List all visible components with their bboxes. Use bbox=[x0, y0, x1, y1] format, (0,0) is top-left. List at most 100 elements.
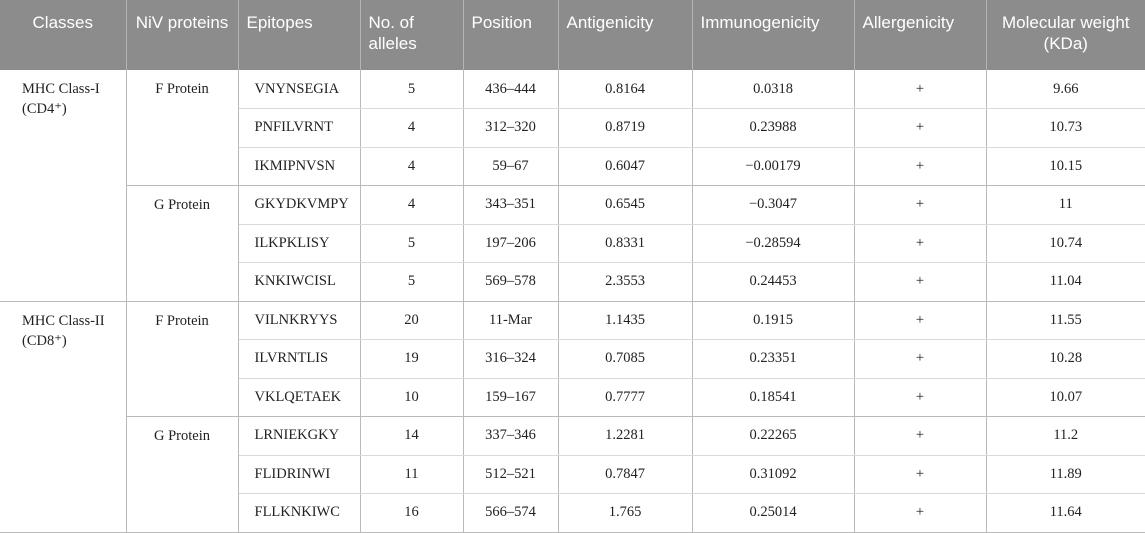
alleles-cell: 11 bbox=[360, 455, 464, 494]
allergenicity-cell: + bbox=[854, 70, 987, 109]
position-cell: 566–574 bbox=[463, 493, 559, 533]
immunogenicity-cell: 0.25014 bbox=[692, 493, 855, 533]
allergenicity-cell: + bbox=[854, 416, 987, 456]
position-cell: 512–521 bbox=[463, 455, 559, 494]
molecular-weight-cell: 10.28 bbox=[986, 339, 1145, 379]
allergenicity-cell: + bbox=[854, 301, 987, 340]
allergenicity-cell: + bbox=[854, 339, 987, 379]
molecular-weight-cell: 11.55 bbox=[986, 301, 1145, 340]
header-position: Position bbox=[463, 0, 559, 70]
immunogenicity-cell: 0.24453 bbox=[692, 262, 855, 302]
immunogenicity-cell: 0.18541 bbox=[692, 378, 855, 417]
alleles-cell: 4 bbox=[360, 185, 464, 225]
protein-cell: F Protein bbox=[126, 70, 239, 186]
immunogenicity-cell: −0.00179 bbox=[692, 147, 855, 186]
class-cell: MHC Class-I (CD4⁺) bbox=[0, 70, 127, 302]
alleles-cell: 4 bbox=[360, 147, 464, 186]
molecular-weight-cell: 10.15 bbox=[986, 147, 1145, 186]
class-cell: MHC Class-II (CD8⁺) bbox=[0, 301, 127, 533]
epitope-cell: VKLQETAEK bbox=[238, 378, 361, 417]
allergenicity-cell: + bbox=[854, 262, 987, 302]
antigenicity-cell: 0.7777 bbox=[558, 378, 693, 417]
alleles-cell: 4 bbox=[360, 108, 464, 148]
position-cell: 436–444 bbox=[463, 70, 559, 109]
position-cell: 11-Mar bbox=[463, 301, 559, 340]
position-cell: 312–320 bbox=[463, 108, 559, 148]
table-row: PNFILVRNT 4 312–320 0.8719 0.23988 +10.73 bbox=[0, 108, 1145, 148]
position-cell: 343–351 bbox=[463, 185, 559, 225]
alleles-cell: 5 bbox=[360, 224, 464, 263]
table-row: FLIDRINWI 11 512–521 0.7847 0.31092 +11.89 bbox=[0, 455, 1145, 494]
position-cell: 337–346 bbox=[463, 416, 559, 456]
alleles-cell: 5 bbox=[360, 262, 464, 302]
antigenicity-cell: 0.8331 bbox=[558, 224, 693, 263]
table-row: MHC Class-II (CD8⁺) F Protein VILNKRYYS 20 1… bbox=[0, 301, 1145, 533]
header-epitopes: Epitopes bbox=[238, 0, 361, 70]
allergenicity-cell: + bbox=[854, 185, 987, 225]
antigenicity-cell: 0.7085 bbox=[558, 339, 693, 379]
molecular-weight-cell: 9.66 bbox=[986, 70, 1145, 109]
position-cell: 316–324 bbox=[463, 339, 559, 379]
immunogenicity-cell: −0.28594 bbox=[692, 224, 855, 263]
position-cell: 197–206 bbox=[463, 224, 559, 263]
molecular-weight-cell: 11.04 bbox=[986, 262, 1145, 302]
epitope-cell: VNYNSEGIA bbox=[238, 70, 361, 109]
protein-cell: F Protein bbox=[126, 301, 239, 417]
header-niv-proteins: NiV proteins bbox=[126, 0, 239, 70]
table-row: G Protein LRNIEKGKY 14 337–346 1.2281 0.22265… bbox=[0, 416, 1145, 533]
position-cell: 569–578 bbox=[463, 262, 559, 302]
position-cell: 159–167 bbox=[463, 378, 559, 417]
immunogenicity-cell: 0.23988 bbox=[692, 108, 855, 148]
allergenicity-cell: + bbox=[854, 147, 987, 186]
header-allergenicity: Allergenicity bbox=[854, 0, 987, 70]
table-row: ILKPKLISY 5 197–206 0.8331 −0.28594 +10.74 bbox=[0, 224, 1145, 263]
epitope-cell: IKMIPNVSN bbox=[238, 147, 361, 186]
epitope-cell: ILKPKLISY bbox=[238, 224, 361, 263]
antigenicity-cell: 0.6047 bbox=[558, 147, 693, 186]
header-molecular-weight: Molecular weight (KDa) bbox=[986, 0, 1145, 70]
molecular-weight-cell: 11.89 bbox=[986, 455, 1145, 494]
immunogenicity-cell: 0.1915 bbox=[692, 301, 855, 340]
antigenicity-cell: 0.8164 bbox=[558, 70, 693, 109]
alleles-cell: 19 bbox=[360, 339, 464, 379]
allergenicity-cell: + bbox=[854, 224, 987, 263]
molecular-weight-cell: 10.07 bbox=[986, 378, 1145, 417]
table-row: FLLKNKIWC 16 566–574 1.765 0.25014 +11.64 bbox=[0, 493, 1145, 533]
allergenicity-cell: + bbox=[854, 378, 987, 417]
molecular-weight-cell: 11.64 bbox=[986, 493, 1145, 533]
alleles-cell: 14 bbox=[360, 416, 464, 456]
immunogenicity-cell: 0.22265 bbox=[692, 416, 855, 456]
antigenicity-cell: 1.2281 bbox=[558, 416, 693, 456]
header-immunogenicity: Immunogenicity bbox=[692, 0, 855, 70]
alleles-cell: 10 bbox=[360, 378, 464, 417]
epitope-cell: VILNKRYYS bbox=[238, 301, 361, 340]
molecular-weight-cell: 11 bbox=[986, 185, 1145, 225]
allergenicity-cell: + bbox=[854, 493, 987, 533]
alleles-cell: 5 bbox=[360, 70, 464, 109]
antigenicity-cell: 1.765 bbox=[558, 493, 693, 533]
protein-cell: G Protein bbox=[126, 185, 239, 302]
table-row: KNKIWCISL 5 569–578 2.3553 0.24453 +11.04 bbox=[0, 262, 1145, 302]
antigenicity-cell: 0.7847 bbox=[558, 455, 693, 494]
protein-cell: G Protein bbox=[126, 416, 239, 533]
table-row: VKLQETAEK 10 159–167 0.7777 0.18541 +10.07 bbox=[0, 378, 1145, 417]
epitope-cell: PNFILVRNT bbox=[238, 108, 361, 148]
epitope-cell: LRNIEKGKY bbox=[238, 416, 361, 456]
header-antigenicity: Antigenicity bbox=[558, 0, 693, 70]
epitope-cell: KNKIWCISL bbox=[238, 262, 361, 302]
position-cell: 59–67 bbox=[463, 147, 559, 186]
epitope-cell: FLIDRINWI bbox=[238, 455, 361, 494]
epitope-cell: ILVRNTLIS bbox=[238, 339, 361, 379]
epitope-cell: GKYDKVMPY bbox=[238, 185, 361, 225]
table-header: Classes NiV proteins Epitopes No. of allele… bbox=[0, 0, 1145, 70]
table-row: ILVRNTLIS 19 316–324 0.7085 0.23351 +10.28 bbox=[0, 339, 1145, 379]
molecular-weight-cell: 10.74 bbox=[986, 224, 1145, 263]
table-row: IKMIPNVSN 4 59–67 0.6047 −0.00179 +10.15 bbox=[0, 147, 1145, 186]
allergenicity-cell: + bbox=[854, 108, 987, 148]
header-no-of-alleles: No. of alleles bbox=[360, 0, 464, 70]
molecular-weight-cell: 10.73 bbox=[986, 108, 1145, 148]
table-body: MHC Class-I (CD4⁺) F Protein VNYNSEGIA 5 436… bbox=[0, 70, 1145, 533]
antigenicity-cell: 0.6545 bbox=[558, 185, 693, 225]
header-classes: Classes bbox=[0, 0, 127, 70]
